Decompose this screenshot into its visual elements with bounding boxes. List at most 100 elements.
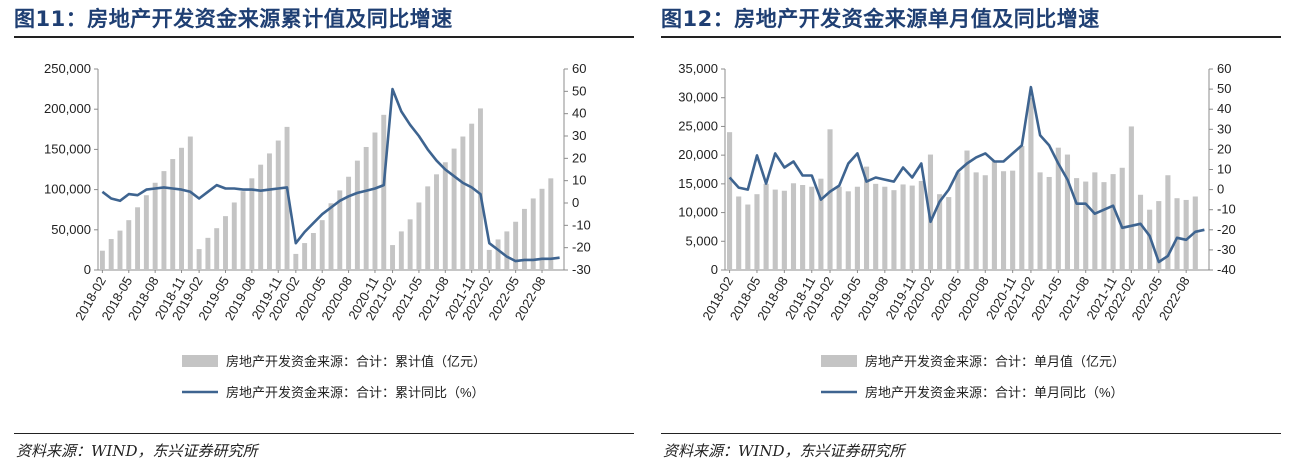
bar-2021-10 [1101, 182, 1107, 270]
bar-2019-05 [854, 186, 860, 270]
left-axis-tick-label: 25,000 [678, 118, 718, 133]
bar-2019-11 [275, 140, 281, 270]
bar-2020-09 [991, 160, 997, 270]
bar-2019-07 [240, 191, 246, 270]
bar-2022-04 [504, 231, 510, 270]
bar-2022-02 [1128, 126, 1134, 270]
bar-2020-10 [1000, 171, 1007, 270]
source-divider [661, 433, 1281, 434]
bar-2021-11 [1110, 174, 1116, 270]
bar-2020-08 [982, 175, 988, 270]
bar-2019-02 [827, 129, 833, 270]
left-axis-tick-label: 15,000 [678, 176, 718, 191]
left-axis-tick-label: 0 [711, 262, 718, 277]
bar-2018-11 [809, 186, 815, 270]
bar-2020-04 [946, 197, 952, 270]
bar-2020-12 [1019, 145, 1025, 270]
bar-2021-02 [1028, 97, 1034, 270]
bar-2018-07 [772, 189, 778, 270]
title-underline [14, 36, 634, 38]
right-axis-tick-label: -30 [572, 262, 591, 277]
bar-2021-09 [1092, 172, 1098, 270]
right-axis-tick-label: 20 [572, 150, 586, 165]
bar-2020-11 [1010, 170, 1016, 270]
left-axis-tick-label: 150,000 [44, 141, 91, 156]
title-underline [661, 36, 1281, 38]
bar-2022-08 [1183, 199, 1189, 270]
bar-2019-04 [845, 191, 851, 270]
line-series-yoy [101, 87, 560, 263]
bar-2022-06 [521, 208, 527, 270]
bar-2022-05 [1156, 201, 1162, 270]
bar-2018-05 [126, 220, 132, 270]
bar-2018-03 [108, 239, 114, 270]
left-axis-tick-label: 200,000 [44, 101, 91, 116]
bar-2021-05 [1055, 147, 1061, 270]
bar-2019-09 [891, 190, 897, 270]
right-axis-tick-label: 60 [1217, 61, 1231, 76]
bar-2020-12 [381, 114, 387, 270]
bar-2018-03 [736, 196, 742, 270]
bar-2020-09 [354, 160, 360, 270]
right-axis-tick-label: 10 [572, 173, 586, 188]
right-axis-tick-label: 40 [572, 106, 586, 121]
bar-2022-03 [495, 239, 501, 270]
left-axis-tick-label: 30,000 [678, 90, 718, 105]
chart-cumulative: 0 50,000 100,000 150,000 200,000 250,000 -30 -2… [44, 61, 591, 400]
bar-2020-06 [328, 203, 334, 270]
bar-2019-02 [196, 249, 202, 270]
line-series-yoy [728, 85, 1205, 264]
chart-panel-cumulative: 图11：房地产开发资金来源累计值及同比增速 0 50,000 100,000 150,… [14, 0, 634, 468]
legend-swatch-bar [821, 355, 857, 367]
bar-2022-07 [530, 198, 536, 270]
chart-title: 图12：房地产开发资金来源单月值及同比增速 [661, 7, 1100, 31]
right-axis-tick-label: 30 [572, 128, 586, 143]
bar-2022-02 [486, 249, 492, 270]
bar-2018-08 [152, 182, 158, 270]
bar-2020-06 [964, 150, 970, 270]
bar-2021-03 [1037, 172, 1043, 270]
right-axis-tick-label: 30 [1217, 121, 1231, 136]
bar-2022-09 [548, 178, 554, 270]
right-axis-tick-label: -40 [1217, 262, 1236, 277]
bar-2021-03 [398, 231, 404, 270]
bar-2020-02 [293, 253, 299, 270]
bar-2018-11 [179, 147, 184, 270]
bar-2022-06 [1165, 175, 1171, 270]
bar-2021-04 [407, 219, 413, 270]
left-axis-tick-label: 35,000 [678, 61, 718, 76]
bar-2022-07 [1174, 198, 1180, 270]
bar-2021-08 [1083, 181, 1089, 270]
bar-2020-04 [310, 233, 316, 270]
legend-label-bar: 房地产开发资金来源：合计：单月值（亿元） [865, 354, 1125, 369]
bar-2020-05 [319, 220, 325, 270]
left-axis-tick-label: 0 [84, 262, 91, 277]
right-axis-tick-label: 0 [1217, 182, 1224, 197]
bar-2021-12 [1119, 167, 1125, 270]
bar-2018-10 [170, 159, 176, 270]
chart-panel-monthly: 图12：房地产开发资金来源单月值及同比增速 0 5,000 10,000 15,000… [661, 0, 1281, 468]
bar-2022-03 [1137, 194, 1144, 270]
bar-2019-10 [266, 153, 272, 270]
bar-2018-04 [117, 230, 123, 270]
bar-2021-04 [1046, 176, 1052, 270]
bar-2021-09 [451, 148, 457, 270]
right-axis-tick-label: 0 [572, 195, 579, 210]
bar-2020-03 [302, 243, 308, 270]
left-axis-tick-label: 10,000 [678, 205, 718, 220]
bar-2019-12 [284, 126, 290, 270]
left-axis-tick-label: 250,000 [44, 61, 91, 76]
right-axis-tick-label: -20 [1217, 222, 1236, 237]
bar-2018-08 [781, 190, 787, 270]
bar-2018-02 [99, 250, 105, 270]
bar-2021-08 [442, 162, 448, 270]
source-note: 资料来源：WIND，东兴证券研究所 [16, 442, 258, 460]
right-axis-tick-label: -10 [1217, 202, 1236, 217]
bar-2020-07 [973, 172, 979, 270]
bar-2020-07 [337, 190, 343, 270]
bar-2019-06 [231, 202, 237, 270]
bar-2018-04 [745, 204, 751, 270]
right-axis-tick-label: -10 [572, 217, 591, 232]
bar-2018-09 [161, 171, 167, 270]
bar-2020-08 [346, 176, 352, 270]
